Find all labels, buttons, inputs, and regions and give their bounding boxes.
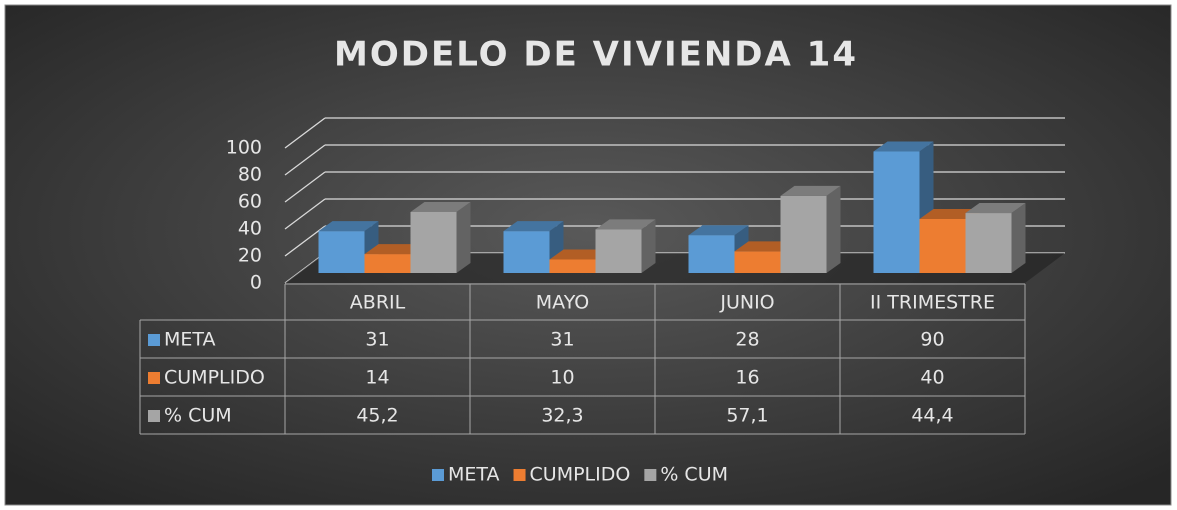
bar — [688, 235, 735, 273]
grid-line-side — [284, 225, 326, 257]
table-cell: 16 — [735, 367, 759, 389]
bar-top — [318, 221, 379, 232]
table-header: II TRIMESTRE — [870, 292, 995, 314]
bar-side — [1011, 203, 1026, 273]
table-key — [148, 334, 160, 346]
table-header: ABRIL — [350, 292, 406, 314]
floor — [285, 253, 1065, 283]
y-tick-label: 100 — [226, 137, 262, 159]
bar — [965, 213, 1012, 273]
table-cell: 10 — [550, 367, 574, 389]
bar — [734, 251, 781, 273]
table-key — [148, 410, 160, 422]
bar — [919, 219, 966, 273]
table-cell: 90 — [920, 329, 944, 351]
table-header: JUNIO — [719, 292, 774, 314]
bar-side — [641, 219, 656, 273]
grid-line-side — [284, 144, 326, 176]
legend-key — [644, 469, 657, 481]
legend-key — [513, 469, 526, 481]
legend-label: % CUM — [660, 464, 728, 486]
table-cell: 44,4 — [911, 405, 953, 427]
y-tick-label: 60 — [238, 191, 262, 213]
legend-label: CUMPLIDO — [530, 464, 631, 486]
bar-top — [364, 244, 425, 255]
grid-line-side — [284, 117, 326, 149]
bar-top — [595, 219, 656, 230]
bar — [503, 231, 550, 273]
table-header: MAYO — [536, 292, 589, 314]
bar-top — [410, 201, 471, 212]
bar-side — [456, 201, 471, 273]
bar-top — [873, 141, 934, 152]
bar — [410, 211, 457, 273]
bar — [780, 195, 827, 273]
bar-top — [503, 221, 564, 232]
bar — [549, 259, 596, 273]
table-cell: 57,1 — [726, 405, 768, 427]
y-tick-label: 80 — [238, 164, 262, 186]
table-cell: 28 — [735, 329, 759, 351]
bar-side — [826, 185, 841, 273]
bar — [595, 229, 642, 273]
bar-top — [734, 241, 795, 252]
bar-top — [780, 185, 841, 196]
table-cell: 31 — [365, 329, 389, 351]
bar-top — [965, 203, 1026, 214]
grid-line-side — [284, 171, 326, 203]
table-row-label: CUMPLIDO — [164, 367, 265, 389]
bar-top — [919, 209, 980, 219]
legend-label: META — [448, 464, 500, 486]
table-cell: 32,3 — [541, 405, 583, 427]
bar-top — [549, 249, 610, 260]
table-cell: 31 — [550, 329, 574, 351]
bar — [364, 254, 411, 273]
bar — [318, 231, 365, 273]
table-cell: 45,2 — [356, 405, 398, 427]
y-tick-label: 0 — [250, 272, 262, 294]
bar-top — [688, 225, 749, 236]
table-row-label: META — [164, 329, 216, 351]
bar — [873, 151, 920, 273]
grid-line-side — [284, 198, 326, 230]
legend-key — [432, 469, 444, 481]
table-cell: 14 — [365, 367, 389, 389]
y-tick-label: 40 — [238, 218, 262, 240]
table-row-label: % CUM — [164, 405, 232, 427]
table-key — [148, 372, 160, 384]
table-cell: 40 — [920, 367, 944, 389]
chart-title: MODELO DE VIVIENDA 14 — [334, 35, 858, 75]
y-tick-label: 20 — [238, 245, 262, 267]
